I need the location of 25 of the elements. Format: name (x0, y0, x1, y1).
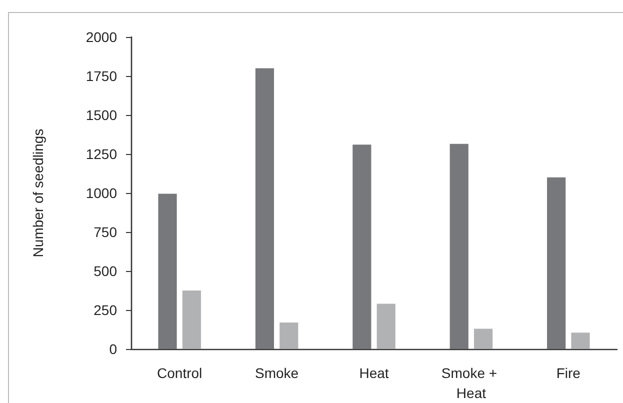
bar (376, 304, 396, 349)
y-tick-label: 750 (94, 224, 118, 240)
y-tick-label: 250 (94, 302, 118, 318)
bar (158, 194, 177, 349)
y-tick-label: 1750 (86, 68, 118, 84)
x-tick-label: Fire (556, 365, 581, 381)
y-tick-label: 500 (94, 263, 118, 279)
x-tick-label: Control (157, 365, 202, 381)
bar (352, 144, 372, 349)
bar (280, 322, 298, 349)
x-tick-label: Heat (359, 365, 389, 381)
bar (182, 290, 201, 349)
x-tick-label: Smoke + Heat (441, 365, 501, 401)
y-tick-label: 2000 (86, 29, 118, 45)
y-tick-label: 1500 (86, 107, 118, 123)
bar (571, 332, 590, 349)
bar (474, 328, 493, 349)
bar (255, 68, 274, 349)
bar (547, 177, 566, 349)
x-tick-label: Smoke (255, 365, 299, 381)
y-tick-label: 0 (109, 341, 118, 357)
y-tick-label: 1250 (86, 146, 118, 162)
y-axis-title: Number of seedlings (30, 128, 46, 258)
bar (450, 144, 468, 349)
y-tick-label: 1000 (86, 185, 118, 201)
